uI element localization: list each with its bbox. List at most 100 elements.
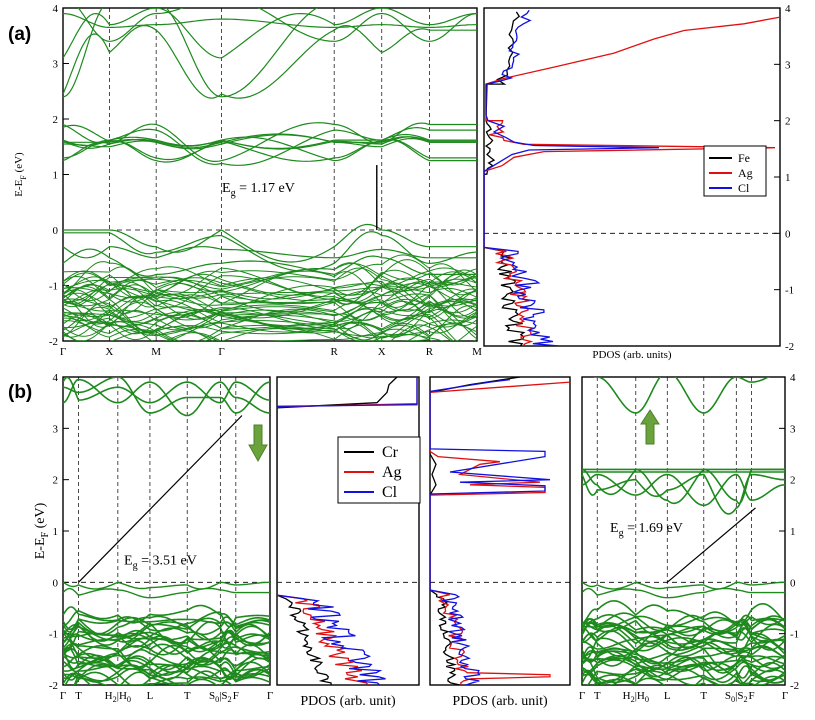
b-bands-up-band-6 bbox=[582, 618, 785, 642]
a-bands-ylabel: E-EF (eV) bbox=[13, 152, 28, 197]
b-bands-up-kpoint-label: H2|H0 bbox=[623, 690, 649, 704]
b-bands-down-ytick-label: 1 bbox=[53, 526, 59, 538]
a-pdos-ytick-label: -2 bbox=[785, 341, 794, 353]
b-bands-down-band-29 bbox=[63, 672, 234, 685]
b-bands-down-band-2 bbox=[63, 616, 270, 639]
b-bands-up-ytick-label: 0 bbox=[790, 577, 796, 589]
b-bands-up-gap-line bbox=[666, 507, 756, 583]
b-pdos-down-ag-curve bbox=[277, 377, 418, 685]
a-bands-kpoint-label: M bbox=[472, 346, 482, 358]
b-pdos-down-curves bbox=[277, 377, 418, 685]
a-pdos-xlabel: PDOS (arb. units) bbox=[592, 349, 671, 361]
a-bands-band-16 bbox=[63, 282, 477, 314]
b-bands-down-gap-annotation: Eg = 3.51 eV bbox=[124, 554, 197, 572]
b-bands-down-band-18 bbox=[63, 644, 270, 674]
b-bands-up-ytick-label: 4 bbox=[790, 372, 796, 384]
b-bands-up-band-37 bbox=[582, 473, 785, 507]
a-bands-band-19 bbox=[63, 282, 477, 321]
b-bands-down-kpoint-label: S0|S2 bbox=[209, 690, 232, 704]
b-bands-down-kpoint-label: Γ bbox=[267, 690, 273, 702]
a-pdos-ytick-label: 3 bbox=[785, 59, 791, 71]
b-bands-down-band-28 bbox=[64, 671, 270, 685]
a-bands-band-35 bbox=[63, 308, 477, 340]
b-pdos-down-frame bbox=[276, 376, 420, 686]
b-bands-up-band-26 bbox=[582, 668, 785, 685]
b-bands-up-kpoint-label: T bbox=[700, 690, 707, 702]
b-bands-down-band-32 bbox=[63, 377, 270, 414]
b-bands-down-band-24 bbox=[63, 663, 270, 685]
b-bands-down-ytick-label: 3 bbox=[53, 423, 59, 435]
b-bands-up-band-0 bbox=[582, 600, 785, 632]
b-bands-up-bands bbox=[582, 377, 785, 685]
a-bands-ytick-label: 4 bbox=[53, 3, 59, 15]
a-bands-band-41 bbox=[63, 315, 477, 341]
spin-up-arrow-icon bbox=[640, 409, 660, 445]
a-bands-band-55 bbox=[63, 24, 477, 99]
b-bands-up-kpoint-label: F bbox=[748, 690, 754, 702]
b-bands-down-ytick-label: 0 bbox=[53, 577, 59, 589]
a-pdos-cl-curve bbox=[484, 9, 660, 346]
a-bands-kpoint-label: X bbox=[378, 346, 386, 358]
b-bands-up-band-20 bbox=[582, 646, 785, 674]
b-bands-up-band-18 bbox=[582, 654, 785, 674]
a-bands-band-52 bbox=[63, 133, 477, 150]
a-pdos-legend-label-0: Fe bbox=[738, 151, 750, 165]
a-pdos-legend-label-1: Ag bbox=[738, 166, 753, 180]
b-bands-up-ytick-label: 1 bbox=[790, 526, 796, 538]
a-pdos-ytick-label: 1 bbox=[785, 172, 791, 184]
a-bands-kpoint-label: R bbox=[330, 346, 338, 358]
b-bands-down-ytick-label: -2 bbox=[49, 680, 58, 692]
b-bands-down-ytick-label: 4 bbox=[53, 372, 59, 384]
b-bands-up-kpoint-label: S0|S2 bbox=[725, 690, 748, 704]
b-bands-down-kpoint-label: Γ bbox=[60, 690, 66, 702]
b-bands-down-band-11 bbox=[63, 630, 270, 653]
b-bands-down-band-16 bbox=[63, 643, 270, 666]
b-pdos-legend-label-1: Ag bbox=[382, 464, 402, 481]
a-bands-band-36 bbox=[63, 312, 477, 336]
b-bands-down-kpoint-label: T bbox=[184, 690, 191, 702]
b-bands-down-kpoint-label: T bbox=[75, 690, 82, 702]
b-bands-down-band-9 bbox=[63, 627, 270, 652]
b-bands-down-kpoint-label: H2|H0 bbox=[105, 690, 131, 704]
a-bands-band-56 bbox=[63, 8, 477, 59]
b-bands-up-band-28 bbox=[582, 673, 785, 685]
b-pdos-up-ag-curve bbox=[430, 381, 570, 685]
a-pdos-ytick-label: 4 bbox=[785, 3, 791, 15]
b-bands-up-ytick-label: -1 bbox=[790, 629, 799, 641]
a-bands-band-2 bbox=[63, 246, 477, 259]
a-bands-band-5 bbox=[63, 254, 477, 295]
b-bands-up-band-11 bbox=[582, 629, 785, 651]
a-bands-band-23 bbox=[63, 284, 477, 320]
b-bands-down-ytick-label: 2 bbox=[53, 475, 59, 487]
b-bands-down-band-19 bbox=[63, 649, 270, 672]
a-bands-kpoint-label: R bbox=[426, 346, 434, 358]
a-bands-band-1 bbox=[63, 231, 477, 272]
b-pdos-legend-label-2: Cl bbox=[382, 484, 398, 501]
b-bands-up-kpoint-label: T bbox=[594, 690, 601, 702]
a-bands-band-0 bbox=[63, 223, 477, 263]
b-bands-down-ytick-label: -1 bbox=[49, 629, 58, 641]
a-bands-band-54 bbox=[63, 8, 318, 98]
b-pdos-down-xlabel: PDOS (arb. unit) bbox=[300, 694, 396, 709]
a-bands-band-22 bbox=[63, 282, 477, 307]
b-bands-down-band-33 bbox=[63, 378, 270, 417]
b-bands-down-kpoint-label: F bbox=[233, 690, 239, 702]
b-bands-up-ytick-label: -2 bbox=[790, 680, 799, 692]
a-bands-band-10 bbox=[63, 271, 477, 305]
b-pdos-up-xlabel: PDOS (arb. unit) bbox=[452, 694, 548, 709]
a-pdos-fe-curve bbox=[484, 11, 526, 346]
spin-down-arrow-icon bbox=[248, 424, 268, 463]
a-bands-kpoint-label: Γ bbox=[60, 346, 66, 358]
a-bands-band-6 bbox=[63, 266, 477, 303]
a-bands-kpoint-label: X bbox=[105, 346, 113, 358]
a-bands-band-43 bbox=[63, 320, 445, 341]
b-pdos-up-cl-curve bbox=[430, 378, 551, 685]
panel-label-b: (b) bbox=[8, 382, 32, 403]
b-pdos-up-cr-curve bbox=[430, 377, 521, 685]
a-pdos-curves bbox=[484, 9, 780, 346]
a-bands-band-44 bbox=[165, 322, 477, 341]
b-bands-down-band-15 bbox=[63, 643, 270, 670]
b-pdos-legend-label-0: Cr bbox=[382, 444, 399, 461]
a-bands-ytick-label: -2 bbox=[49, 336, 58, 348]
